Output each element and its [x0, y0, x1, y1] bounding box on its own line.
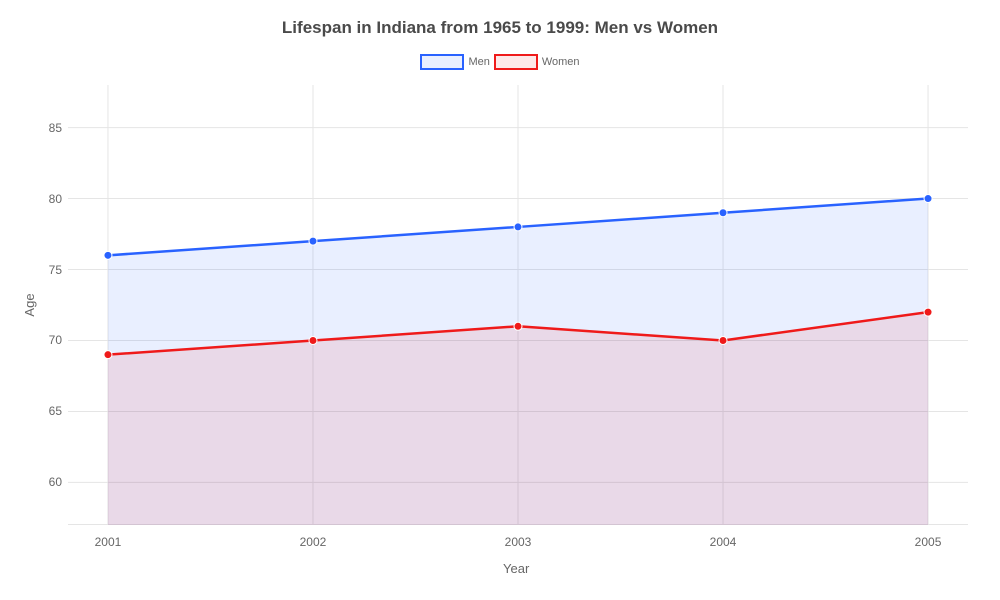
legend-label-men: Men	[468, 56, 489, 68]
legend-item-men[interactable]: Men	[420, 54, 489, 70]
data-point[interactable]	[309, 237, 317, 245]
data-point[interactable]	[924, 308, 932, 316]
data-point[interactable]	[104, 351, 112, 359]
plot-area	[68, 85, 968, 525]
data-point[interactable]	[719, 209, 727, 217]
x-tick-label: 2002	[300, 535, 327, 549]
legend-swatch-men	[420, 54, 464, 70]
data-point[interactable]	[514, 223, 522, 231]
chart-container: Lifespan in Indiana from 1965 to 1999: M…	[0, 0, 1000, 600]
x-tick-label: 2001	[95, 535, 122, 549]
y-axis-label: Age	[22, 293, 37, 316]
x-tick-label: 2003	[505, 535, 532, 549]
y-tick-label: 85	[38, 121, 62, 135]
legend-swatch-women	[494, 54, 538, 70]
y-tick-label: 65	[38, 404, 62, 418]
data-point[interactable]	[924, 195, 932, 203]
legend-label-women: Women	[542, 56, 580, 68]
data-point[interactable]	[104, 251, 112, 259]
y-tick-label: 60	[38, 475, 62, 489]
y-tick-label: 75	[38, 263, 62, 277]
chart-title: Lifespan in Indiana from 1965 to 1999: M…	[0, 18, 1000, 38]
x-axis-label: Year	[503, 561, 529, 576]
data-point[interactable]	[719, 336, 727, 344]
y-tick-label: 70	[38, 333, 62, 347]
data-point[interactable]	[514, 322, 522, 330]
y-tick-label: 80	[38, 192, 62, 206]
data-point[interactable]	[309, 336, 317, 344]
plot-svg	[68, 85, 968, 525]
x-tick-label: 2004	[710, 535, 737, 549]
legend: Men Women	[0, 54, 1000, 70]
x-tick-label: 2005	[915, 535, 942, 549]
legend-item-women[interactable]: Women	[494, 54, 580, 70]
